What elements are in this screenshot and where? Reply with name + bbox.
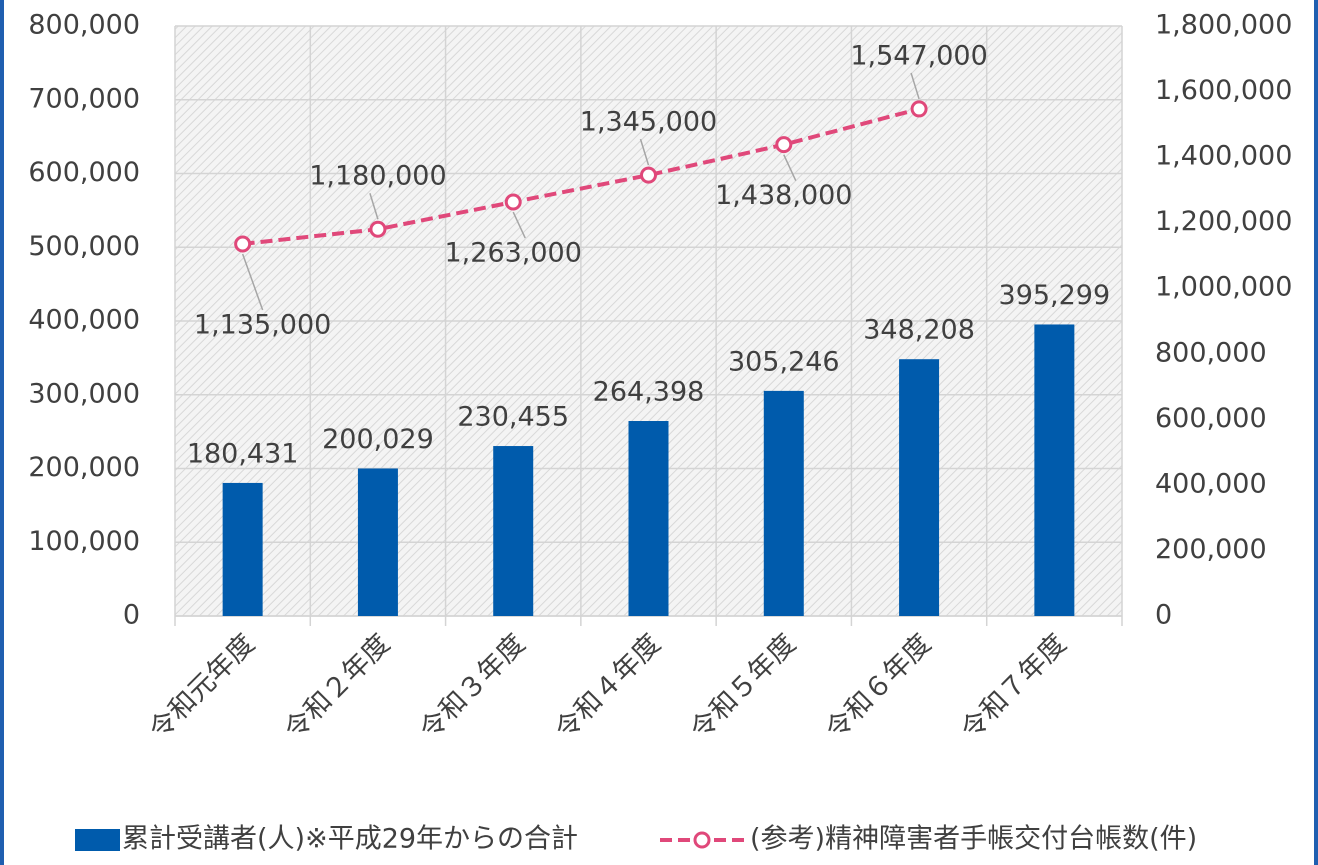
y-tick-label: 400,000: [28, 305, 140, 336]
line-marker: [910, 100, 928, 118]
x-tick-label: 令和２年度: [279, 628, 396, 745]
line-marker: [640, 166, 657, 184]
bar-value-label: 200,029: [322, 424, 434, 455]
leader-line: [369, 193, 379, 220]
bar: [899, 359, 940, 616]
y2-tick-label: 1,400,000: [1155, 141, 1292, 172]
leader-line: [910, 72, 920, 100]
line-value-label: 1,263,000: [445, 238, 582, 269]
bar-value-label: 180,431: [187, 438, 299, 469]
line-marker: [504, 193, 522, 211]
line-value-label: 1,345,000: [580, 107, 717, 138]
bar: [763, 390, 804, 616]
leader-line: [241, 253, 264, 311]
x-tick-label: 令和５年度: [685, 628, 802, 745]
y-tick-label: 200,000: [28, 452, 140, 483]
legend-label: 累計受講者(人)※平成29年からの合計: [122, 824, 578, 855]
legend-marker: [693, 831, 711, 849]
bar-value-label: 230,455: [457, 402, 569, 433]
y2-tick-label: 600,000: [1155, 403, 1267, 434]
bar: [1034, 324, 1075, 616]
line-marker: [775, 136, 793, 154]
x-tick-label: 令和６年度: [820, 628, 937, 745]
line-marker: [234, 235, 252, 253]
bar: [357, 468, 398, 616]
leader-line: [512, 211, 526, 239]
x-tick-label: 令和３年度: [414, 628, 531, 745]
line-marker: [369, 220, 387, 238]
bar: [628, 421, 669, 616]
y2-tick-label: 1,800,000: [1155, 10, 1292, 41]
leader-line: [783, 154, 797, 181]
line-value-label: 1,547,000: [850, 40, 987, 71]
legend-swatch: [75, 829, 120, 851]
y2-tick-label: 800,000: [1155, 337, 1267, 368]
frame-right: [1314, 0, 1318, 865]
y-tick-label: 300,000: [28, 378, 140, 409]
line-value-label: 1,180,000: [309, 161, 446, 192]
y2-tick-label: 1,600,000: [1155, 75, 1292, 106]
line-value-label: 1,438,000: [715, 180, 852, 211]
leader-line: [639, 138, 650, 166]
y-tick-label: 0: [123, 600, 140, 631]
x-tick-label: 令和４年度: [549, 628, 666, 745]
y-tick-label: 800,000: [28, 10, 140, 41]
x-tick-label: 令和元年度: [144, 628, 261, 745]
y2-tick-label: 1,000,000: [1155, 272, 1292, 303]
frame-left: [0, 0, 4, 865]
y-tick-label: 600,000: [28, 157, 140, 188]
y-tick-label: 500,000: [28, 231, 140, 262]
legend-label: (参考)精神障害者手帳交付台帳数(件): [750, 824, 1197, 855]
x-tick-label: 令和７年度: [955, 628, 1072, 745]
bar-value-label: 305,246: [728, 346, 840, 377]
bar-value-label: 348,208: [863, 315, 975, 346]
bar: [222, 482, 263, 616]
line: [242, 106, 920, 246]
y-tick-label: 100,000: [28, 526, 140, 557]
bar-value-label: 264,398: [593, 377, 705, 408]
y2-tick-label: 400,000: [1155, 468, 1267, 499]
line-value-label: 1,135,000: [194, 309, 331, 340]
y2-tick-label: 0: [1155, 600, 1172, 631]
bar-value-label: 395,299: [999, 280, 1111, 311]
bar: [493, 446, 534, 616]
y2-tick-label: 200,000: [1155, 534, 1267, 565]
y-tick-label: 700,000: [28, 83, 140, 114]
y2-tick-label: 1,200,000: [1155, 206, 1292, 237]
